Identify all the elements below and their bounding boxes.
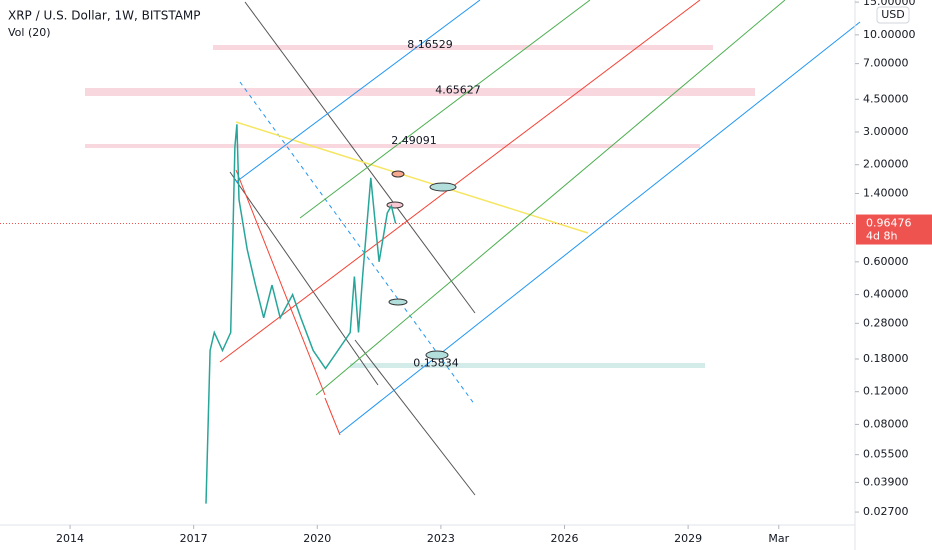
y-tick-label: 3.00000 [863, 125, 909, 138]
trend-line [354, 339, 476, 496]
y-tick-label: 0.28000 [863, 316, 909, 329]
trend-line [229, 171, 379, 386]
zone [85, 88, 755, 96]
countdown-label: 4d 8h [866, 230, 897, 243]
marker [388, 298, 408, 306]
y-tick-label: 0.18000 [863, 352, 909, 365]
zone [213, 45, 713, 50]
y-tick-label: 0.40000 [863, 288, 909, 301]
currency-box[interactable] [876, 6, 910, 24]
x-tick-label: 2029 [674, 532, 702, 545]
x-tick-label: 2023 [427, 532, 455, 545]
y-tick-label: 2.00000 [863, 158, 909, 171]
level-label: 8.16529 [407, 38, 453, 51]
y-tick-label: 0.12000 [863, 385, 909, 398]
y-tick-label: 0.60000 [863, 255, 909, 268]
trend-line [324, 397, 341, 436]
trend-line [235, 169, 326, 396]
indicator-label: Vol (20) [8, 26, 51, 39]
trend-line [235, 0, 481, 183]
current-price-label: 0.96476 [866, 217, 912, 230]
marker [425, 350, 449, 360]
trend-line [299, 0, 591, 219]
y-tick-label: 15.00000 [863, 0, 916, 8]
marker [391, 170, 405, 178]
currency[interactable]: USD [881, 8, 905, 21]
drawings [85, 0, 861, 496]
x-tick-label: 2026 [551, 532, 579, 545]
price-line [205, 124, 397, 504]
y-tick-label: 4.50000 [863, 92, 909, 105]
y-tick-label: 0.03900 [863, 475, 909, 488]
trend-line [235, 121, 589, 234]
y-tick-label: 1.40000 [863, 186, 909, 199]
y-tick-label: 0.05500 [863, 448, 909, 461]
marker [429, 182, 457, 192]
level-label: 4.65627 [435, 84, 481, 97]
y-tick-label: 0.08000 [863, 417, 909, 430]
x-tick-label: Mar [768, 532, 789, 545]
trend-line [244, 1, 476, 314]
zone [350, 363, 705, 368]
level-label: 2.49091 [391, 134, 437, 147]
zone [85, 144, 700, 148]
x-tick-label: 2014 [56, 532, 84, 545]
chart-title: XRP / U.S. Dollar, 1W, BITSTAMP [8, 9, 201, 23]
level-label: 0.15834 [413, 356, 459, 369]
y-tick-label: 7.00000 [863, 57, 909, 70]
trend-line [219, 0, 701, 363]
x-tick-label: 2017 [180, 532, 208, 545]
x-tick-label: 2020 [303, 532, 331, 545]
trend-line [315, 0, 786, 396]
y-tick-label: 10.00000 [863, 28, 916, 41]
marker [386, 201, 404, 209]
trend-line [339, 21, 861, 434]
current-price-box [856, 214, 932, 245]
y-tick-label: 0.02700 [863, 505, 909, 518]
